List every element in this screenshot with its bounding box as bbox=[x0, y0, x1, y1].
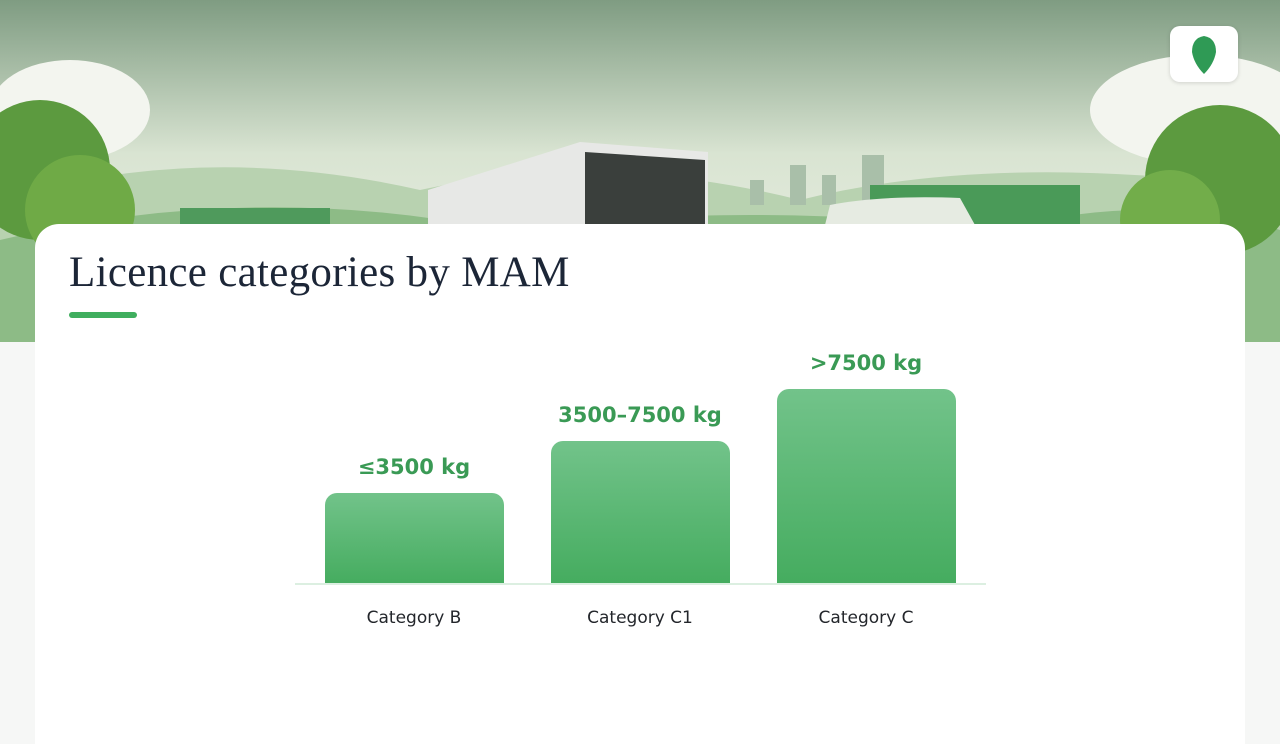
category-label: Category B bbox=[366, 608, 462, 628]
logo-icon bbox=[1192, 36, 1216, 74]
logo[interactable] bbox=[1170, 26, 1238, 82]
title-underline bbox=[69, 312, 137, 318]
bar bbox=[551, 441, 730, 584]
bar-value-label: >7500 kg bbox=[809, 351, 923, 375]
page: Licence categories by MAM ≤3500 kg 3500–… bbox=[0, 0, 1280, 628]
category-label: Category C bbox=[818, 608, 914, 628]
bar bbox=[777, 389, 956, 584]
bar-value-label: 3500–7500 kg bbox=[558, 403, 722, 427]
bar bbox=[325, 493, 504, 584]
slide-title: Licence categories by MAM bbox=[69, 249, 570, 296]
bar-value-label: ≤3500 kg bbox=[357, 455, 471, 479]
category-label: Category C1 bbox=[587, 608, 693, 628]
baseline bbox=[295, 583, 986, 585]
